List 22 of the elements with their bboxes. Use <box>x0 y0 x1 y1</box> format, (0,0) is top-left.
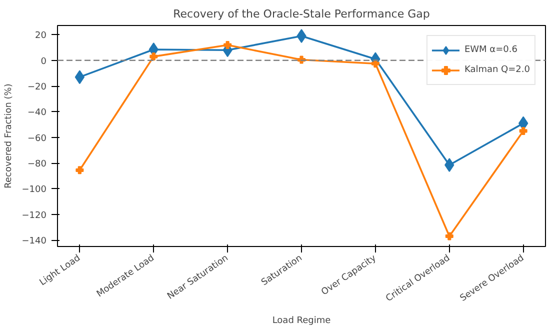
point <box>150 52 158 61</box>
y-tick-label: −40 <box>28 108 47 118</box>
y-tick-label: 20 <box>35 31 47 42</box>
y-tick-label: −140 <box>22 236 47 247</box>
point <box>224 41 232 50</box>
y-tick-label: −80 <box>28 160 47 170</box>
point <box>76 166 84 174</box>
legend-label: EWM α=0.6 <box>464 45 518 55</box>
y-tick-label: −120 <box>22 210 47 221</box>
legend-label: Kalman Q=2.0 <box>464 65 530 75</box>
y-tick-label: −20 <box>28 82 47 93</box>
y-tick-label: −60 <box>28 134 47 144</box>
x-axis-title: Load Regime <box>272 316 332 326</box>
point <box>371 60 380 68</box>
point <box>518 116 528 130</box>
point <box>519 126 528 135</box>
y-tick-label: −100 <box>22 185 47 196</box>
point <box>445 232 454 240</box>
point <box>74 70 85 84</box>
y-axis-title: Recovered Fraction (%) <box>4 84 14 188</box>
chart-title: Recovery of the Oracle-Stale Performance Gap <box>173 8 430 20</box>
y-tick-label: 0 <box>40 56 47 67</box>
